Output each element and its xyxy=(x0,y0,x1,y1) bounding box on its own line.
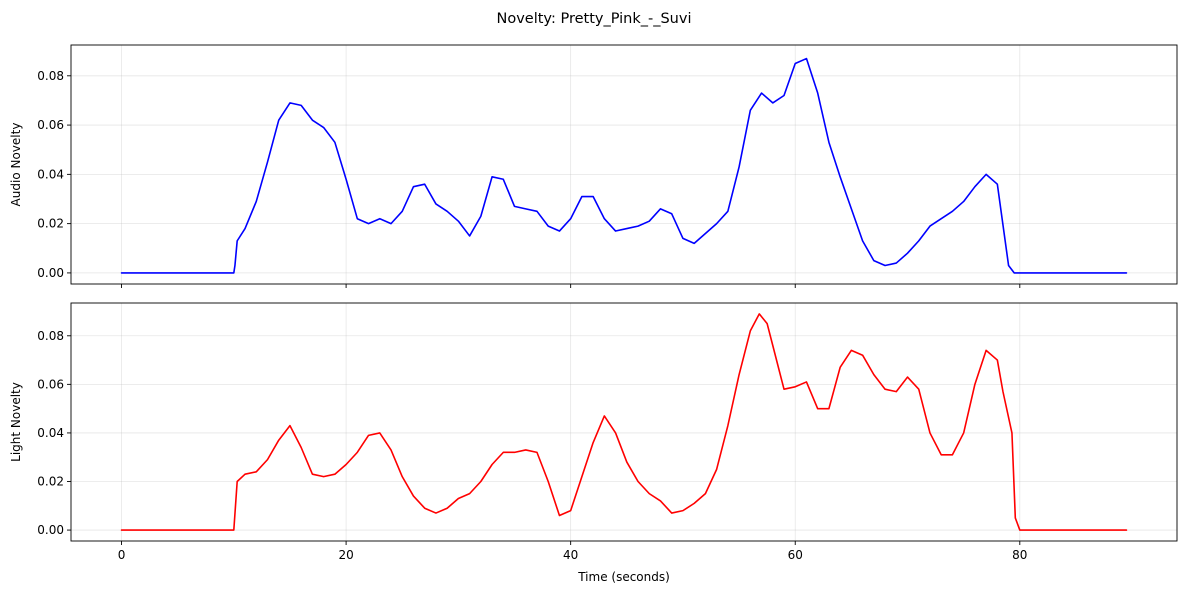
y-tick-label: 0.00 xyxy=(37,266,64,280)
y-tick-label: 0.06 xyxy=(37,118,64,132)
y-tick-label: 0.06 xyxy=(37,377,64,391)
y-axis-label: Audio Novelty xyxy=(9,123,23,207)
y-tick-label: 0.04 xyxy=(37,167,64,181)
light-novelty-line xyxy=(120,313,1128,531)
x-tick-label: 0 xyxy=(118,548,126,562)
x-tick-label: 20 xyxy=(338,548,353,562)
audio-novelty-line xyxy=(120,57,1128,274)
axes-frame xyxy=(70,44,1178,285)
light-novelty-panel: 0.00 0.02 0.04 0.06 0.08 0 20 40 60 80 Light Novel… xyxy=(9,302,1178,562)
y-tick-label: 0.00 xyxy=(37,523,64,537)
chart-title: Novelty: Pretty_Pink_-_Suvi xyxy=(497,11,692,27)
x-axis-label: Time (seconds) xyxy=(577,570,670,584)
axes-frame xyxy=(70,302,1178,542)
y-tick-label: 0.02 xyxy=(37,217,64,231)
y-axis-label: Light Novelty xyxy=(9,382,23,462)
y-tick-label: 0.02 xyxy=(37,475,64,489)
audio-novelty-panel: 0.00 0.02 0.04 0.06 0.08 Audio Novelty xyxy=(9,44,1178,288)
x-tick-label: 80 xyxy=(1012,548,1027,562)
y-tick-label: 0.08 xyxy=(37,329,64,343)
y-tick-label: 0.04 xyxy=(37,426,64,440)
y-tick-label: 0.08 xyxy=(37,69,64,83)
x-tick-label: 40 xyxy=(563,548,578,562)
x-tick-label: 60 xyxy=(788,548,803,562)
